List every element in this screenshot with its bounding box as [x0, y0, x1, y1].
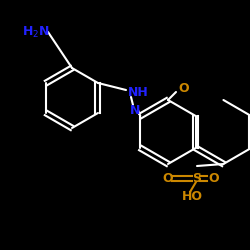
Text: HO: HO	[182, 190, 203, 202]
Text: S: S	[192, 172, 201, 184]
Text: O: O	[162, 172, 172, 184]
Text: NH: NH	[128, 86, 149, 98]
Text: H$_2$N: H$_2$N	[22, 24, 50, 40]
Text: O: O	[208, 172, 218, 184]
Text: O: O	[178, 82, 189, 94]
Text: N: N	[130, 104, 140, 117]
